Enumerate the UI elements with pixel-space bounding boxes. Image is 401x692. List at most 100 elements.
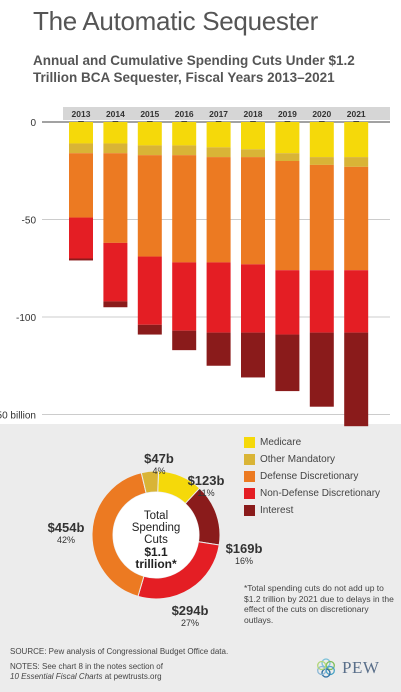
donut-hole bbox=[113, 492, 199, 578]
bar-segment bbox=[206, 122, 231, 148]
legend-item-interest: Interest bbox=[244, 502, 380, 518]
pie-label-other-mandatory: $47b 4% bbox=[134, 452, 184, 477]
pie-percent: 42% bbox=[56, 535, 75, 545]
bar-segment bbox=[172, 155, 197, 263]
pie-label-medicare: $123b 11% bbox=[178, 474, 234, 499]
legend-swatch-interest bbox=[244, 504, 255, 516]
legend-item-other-mandatory: Other Mandatory bbox=[244, 451, 380, 467]
bar-segment bbox=[103, 301, 128, 308]
bar-segment bbox=[137, 145, 162, 156]
legend-item-defense: Defense Discretionary bbox=[244, 468, 380, 484]
bar-segment bbox=[137, 155, 162, 257]
legend-swatch-other-mandatory bbox=[244, 453, 255, 465]
x-tick-label: 2013 bbox=[72, 109, 91, 119]
bar-segment bbox=[103, 122, 128, 144]
page-title: The Automatic Sequester bbox=[33, 6, 319, 36]
notes-line: 10 Essential Fiscal Charts at pewtrusts.… bbox=[10, 672, 163, 682]
notes-italic: 10 Essential Fiscal Charts bbox=[10, 672, 103, 681]
bar-segment bbox=[241, 264, 265, 333]
bar-segment bbox=[309, 157, 334, 165]
bar-segment bbox=[344, 157, 369, 167]
pie-value: $169b bbox=[225, 541, 263, 556]
bar-segment bbox=[69, 153, 93, 218]
source-note: SOURCE: Pew analysis of Congressional Bu… bbox=[10, 647, 229, 656]
footnote: *Total spending cuts do not add up to $1… bbox=[244, 583, 394, 625]
bar-segment bbox=[241, 332, 265, 378]
bar-segment bbox=[275, 270, 300, 335]
bar-segment bbox=[275, 334, 300, 392]
bar-segment bbox=[69, 258, 93, 261]
pie-percent: 11% bbox=[197, 488, 215, 498]
legend-swatch-nondefense bbox=[244, 487, 255, 499]
x-tick-label: 2019 bbox=[278, 109, 297, 119]
bar-segment bbox=[309, 332, 334, 407]
pie-label-defense: $454b 42% bbox=[36, 521, 96, 546]
bar-segment bbox=[172, 145, 197, 156]
bar-segment bbox=[103, 143, 128, 154]
bar-segment bbox=[309, 270, 334, 333]
bar-segment bbox=[344, 332, 369, 427]
legend-item-medicare: Medicare bbox=[244, 434, 380, 450]
center-unit: trillion* bbox=[135, 557, 177, 571]
bar-segment bbox=[103, 242, 128, 302]
y-tick-label: 0 bbox=[30, 118, 36, 129]
legend-label: Defense Discretionary bbox=[260, 470, 359, 482]
bar-segment bbox=[172, 122, 197, 146]
center-line: Cuts bbox=[144, 534, 168, 546]
bar-segment bbox=[344, 270, 369, 333]
legend-label: Interest bbox=[260, 504, 294, 516]
bar-segment bbox=[241, 122, 265, 150]
year-strip bbox=[63, 107, 390, 120]
y-tick-label: -100 bbox=[16, 313, 36, 324]
pie-value: $454b bbox=[47, 520, 85, 535]
x-tick-label: 2014 bbox=[106, 109, 125, 119]
pew-logo: PEW bbox=[314, 656, 379, 680]
x-tick-label: 2018 bbox=[244, 109, 263, 119]
bar-segment bbox=[275, 153, 300, 161]
legend-swatch-defense bbox=[244, 470, 255, 482]
bar-segment bbox=[206, 262, 231, 333]
legend-label: Other Mandatory bbox=[260, 453, 336, 465]
pew-logo-text: PEW bbox=[342, 658, 380, 677]
pie-value: $47b bbox=[144, 451, 174, 466]
pie-percent: 4% bbox=[152, 466, 166, 476]
bar-segment bbox=[137, 256, 162, 325]
bar-segment bbox=[172, 330, 197, 351]
x-tick-label: 2020 bbox=[312, 109, 331, 119]
x-tick-label: 2017 bbox=[209, 109, 228, 119]
center-amount: $1.1 bbox=[144, 545, 168, 559]
pie-value: $123b bbox=[187, 473, 225, 488]
legend: Medicare Other Mandatory Defense Discret… bbox=[244, 434, 380, 519]
chart-subtitle: Annual and Cumulative Spending Cuts Unde… bbox=[33, 53, 355, 85]
bar-segment bbox=[69, 217, 93, 259]
bar-segment bbox=[172, 262, 197, 331]
pie-percent: 27% bbox=[180, 618, 199, 628]
legend-label: Medicare bbox=[260, 436, 302, 448]
x-tick-label: 2016 bbox=[175, 109, 194, 119]
bar-segment bbox=[137, 324, 162, 335]
pew-logo-mark bbox=[317, 658, 335, 678]
legend-label: Non-Defense Discretionary bbox=[260, 487, 381, 499]
bar-segment bbox=[69, 122, 93, 144]
legend-swatch-medicare bbox=[244, 436, 255, 448]
bar-segment bbox=[69, 143, 93, 154]
legend-item-nondefense: Non-Defense Discretionary bbox=[244, 485, 380, 501]
y-tick-label: -50 bbox=[22, 216, 37, 227]
pie-percent: 16% bbox=[234, 556, 253, 566]
bar-segment bbox=[275, 122, 300, 154]
donut-center-label: Total Spending Cuts $1.1 trillion* bbox=[119, 510, 193, 570]
pie-label-interest: $169b 16% bbox=[214, 542, 274, 567]
bar-segment bbox=[275, 161, 300, 271]
bar-segment bbox=[344, 166, 369, 271]
pie-value: $294b bbox=[171, 603, 209, 618]
bar-segment bbox=[344, 122, 369, 158]
bar-segment bbox=[137, 122, 162, 146]
bar-chart-panel bbox=[0, 0, 401, 424]
pie-label-nondefense: $294b 27% bbox=[160, 604, 220, 629]
bar-segment bbox=[206, 157, 231, 263]
bar-segment bbox=[241, 157, 265, 265]
x-tick-label: 2021 bbox=[347, 109, 366, 119]
center-line: Total bbox=[143, 510, 169, 522]
